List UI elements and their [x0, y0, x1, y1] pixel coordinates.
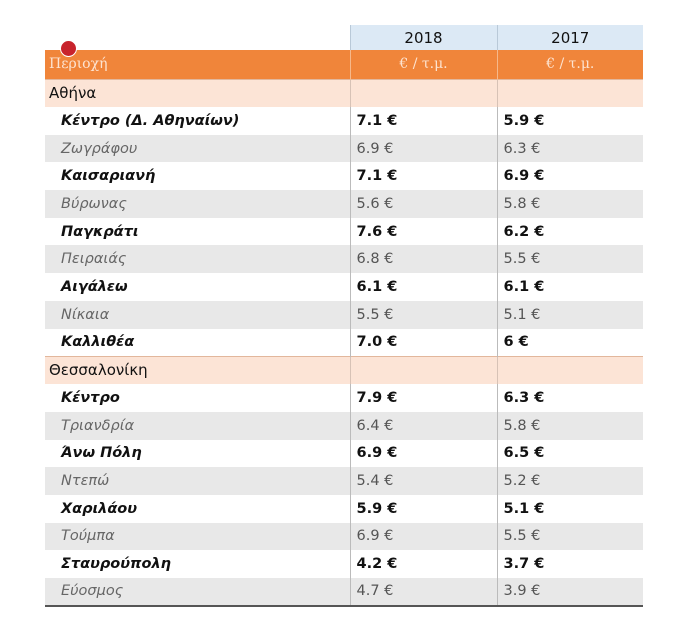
area-name: Πειραιάς — [45, 245, 350, 274]
price-cell: 6.3 € — [496, 384, 643, 412]
blank-cell — [45, 25, 350, 50]
area-name: Νίκαια — [45, 300, 350, 329]
price-cell: 3.7 € — [496, 550, 643, 578]
year-cell: 2017 — [496, 25, 643, 50]
area-name: Ζωγράφου — [45, 134, 350, 163]
unit-row: Περιοχή € / τ.μ. € / τ.μ. — [45, 50, 643, 79]
area-name: Καισαριανή — [45, 162, 350, 191]
price-cell: 6.9 € — [349, 134, 497, 163]
price-cell: 5.5 € — [496, 245, 643, 274]
year-cell: 2018 — [349, 25, 497, 50]
area-name: Ντεπώ — [45, 467, 350, 495]
price-cell: 7.1 € — [349, 107, 497, 135]
area-name: Βύρωνας — [45, 190, 350, 218]
price-cell: 5.9 € — [349, 494, 497, 523]
price-cell: 5.8 € — [496, 190, 643, 218]
pinterest-icon — [60, 40, 77, 57]
price-cell: 5.8 € — [496, 411, 643, 440]
data-row: Βύρωνας 5.6 €5.8 € — [45, 190, 643, 218]
data-row: Σταυρούπολη 4.2 €3.7 € — [45, 550, 643, 578]
price-cell: 3.9 € — [496, 578, 643, 606]
area-name: Τούμπα — [45, 522, 350, 551]
empty-cell — [349, 355, 497, 385]
area-name: Αιγάλεω — [45, 273, 350, 301]
data-row: Άνω Πόλη 6.9 €6.5 € — [45, 439, 643, 468]
area-name: Χαριλάου — [45, 494, 350, 523]
price-cell: 5.5 € — [496, 522, 643, 551]
price-cell: 6.1 € — [496, 273, 643, 301]
data-row: Καισαριανή 7.1 €6.9 € — [45, 162, 643, 191]
empty-cell — [496, 355, 643, 385]
section-name: Θεσσαλονίκη — [45, 355, 350, 385]
price-cell: 6.4 € — [349, 411, 497, 440]
price-cell: 5.9 € — [496, 107, 643, 135]
data-row: Νίκαια 5.5 €5.1 € — [45, 300, 643, 329]
region-header: Περιοχή — [45, 50, 350, 79]
price-cell: 6.8 € — [349, 245, 497, 274]
price-cell: 7.1 € — [349, 162, 497, 191]
section-row: Θεσσαλονίκη — [45, 355, 643, 385]
data-row: Παγκράτι 7.6 €6.2 € — [45, 217, 643, 246]
data-row: Ζωγράφου 6.9 €6.3 € — [45, 134, 643, 163]
area-name: Σταυρούπολη — [45, 550, 350, 578]
unit-cell: € / τ.μ. — [496, 50, 643, 79]
data-row: Κέντρο (Δ. Αθηναίων) 7.1 €5.9 € — [45, 107, 643, 135]
price-cell: 7.9 € — [349, 384, 497, 412]
price-cell: 4.2 € — [349, 550, 497, 578]
data-row: Καλλιθέα 7.0 €6 € — [45, 328, 643, 357]
price-cell: 5.2 € — [496, 467, 643, 495]
price-cell: 6.1 € — [349, 273, 497, 301]
price-cell: 7.0 € — [349, 328, 497, 357]
price-cell: 7.6 € — [349, 217, 497, 246]
price-cell: 6.3 € — [496, 134, 643, 163]
price-cell: 6.9 € — [349, 439, 497, 468]
price-cell: 5.1 € — [496, 300, 643, 329]
area-name: Παγκράτι — [45, 217, 350, 246]
price-cell: 6.2 € — [496, 217, 643, 246]
price-cell: 6 € — [496, 328, 643, 357]
price-cell: 4.7 € — [349, 578, 497, 606]
price-cell: 5.4 € — [349, 467, 497, 495]
area-name: Κέντρο (Δ. Αθηναίων) — [45, 107, 350, 135]
data-row: Χαριλάου 5.9 €5.1 € — [45, 494, 643, 523]
price-cell: 6.9 € — [496, 162, 643, 191]
area-name: Εύοσμος — [45, 578, 350, 606]
area-name: Καλλιθέα — [45, 328, 350, 357]
data-row: Πειραιάς 6.8 €5.5 € — [45, 245, 643, 274]
data-row: Τούμπα 6.9 €5.5 € — [45, 522, 643, 551]
price-cell: 5.5 € — [349, 300, 497, 329]
empty-cell — [349, 78, 497, 107]
price-cell: 5.6 € — [349, 190, 497, 218]
year-row: 2018 2017 — [45, 25, 643, 50]
section-row: Αθήνα — [45, 78, 643, 107]
data-row: Κέντρο 7.9 €6.3 € — [45, 384, 643, 412]
price-table: 2018 2017 Περιοχή € / τ.μ. € / τ.μ. Αθήν… — [45, 25, 643, 607]
data-row: Αιγάλεω 6.1 €6.1 € — [45, 273, 643, 301]
unit-cell: € / τ.μ. — [349, 50, 497, 79]
area-name: Άνω Πόλη — [45, 439, 350, 468]
data-row: Τριανδρία 6.4 €5.8 € — [45, 411, 643, 440]
data-row: Εύοσμος 4.7 €3.9 € — [45, 578, 643, 606]
section-name: Αθήνα — [45, 78, 350, 107]
empty-cell — [496, 78, 643, 107]
data-row: Ντεπώ 5.4 €5.2 € — [45, 467, 643, 495]
price-cell: 6.5 € — [496, 439, 643, 468]
area-name: Κέντρο — [45, 384, 350, 412]
area-name: Τριανδρία — [45, 411, 350, 440]
price-cell: 6.9 € — [349, 522, 497, 551]
price-cell: 5.1 € — [496, 494, 643, 523]
